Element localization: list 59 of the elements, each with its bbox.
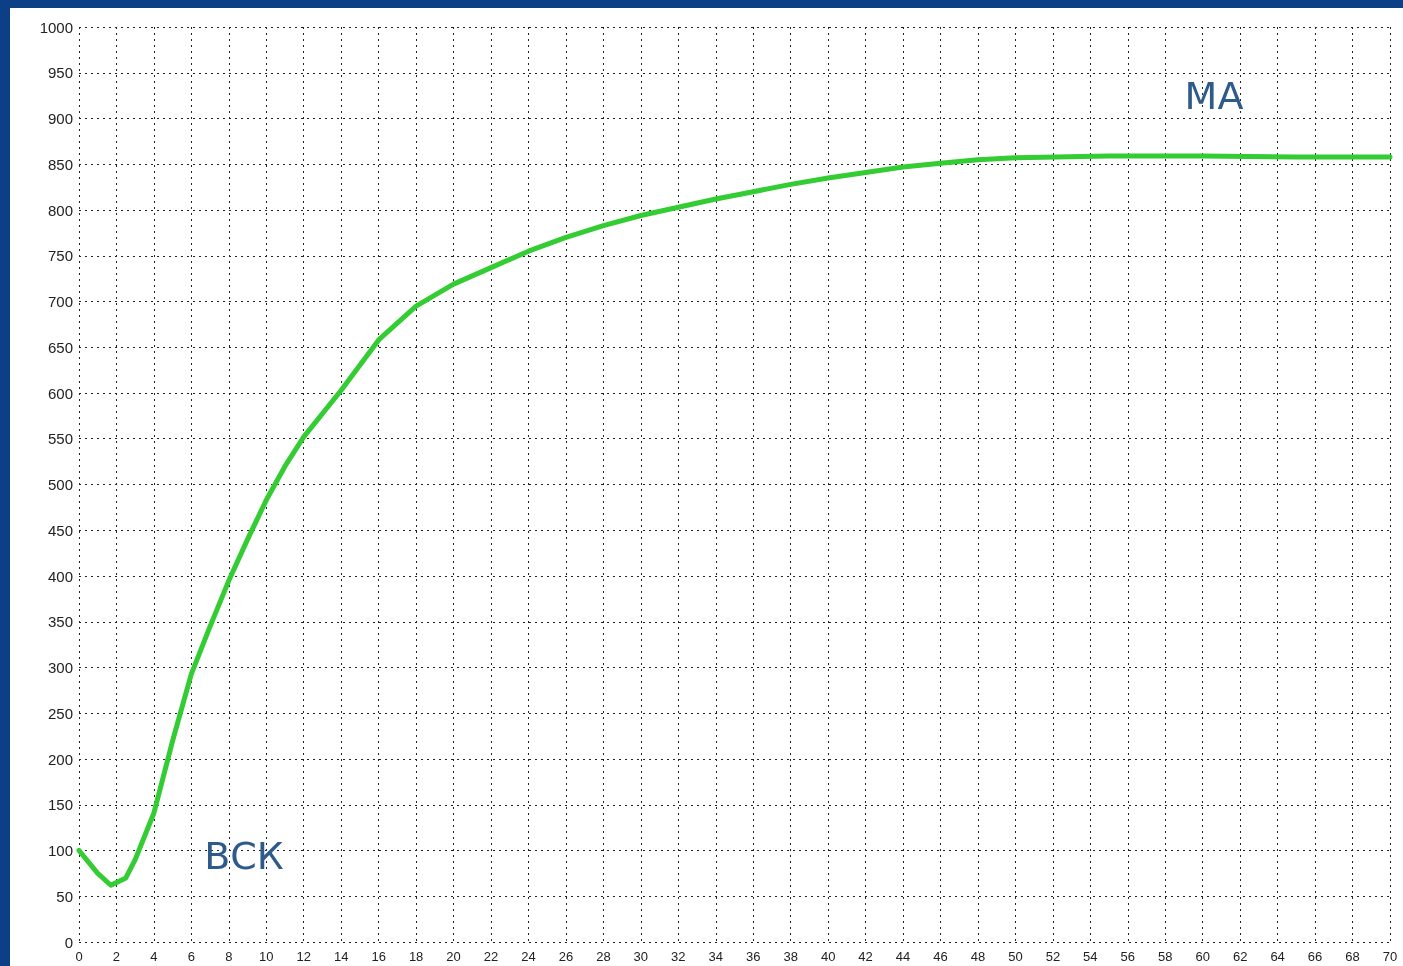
y-tick-label: 1000	[39, 18, 73, 36]
x-tick-label: 50	[1008, 949, 1023, 964]
annotation: МА	[1184, 74, 1244, 118]
x-tick-label: 58	[1158, 949, 1173, 964]
x-tick-label: 26	[558, 949, 574, 964]
x-tick-label: 52	[1045, 949, 1061, 964]
x-tick-label: 34	[708, 949, 724, 964]
x-tick-label: 14	[333, 949, 349, 964]
x-tick-label: 48	[970, 949, 986, 964]
y-tick-label: 300	[47, 659, 73, 676]
x-tick-label: 30	[633, 949, 649, 964]
x-tick-label: 2	[112, 949, 121, 964]
x-tick-label: 32	[671, 949, 686, 964]
x-tick-label: 42	[858, 949, 873, 964]
y-tick-label: 250	[47, 704, 73, 722]
y-tick-label: 150	[47, 796, 73, 814]
x-tick-label: 70	[1382, 949, 1398, 964]
x-tick-label: 24	[521, 949, 536, 964]
x-tick-label: 56	[1120, 949, 1136, 964]
x-tick-label: 64	[1270, 949, 1285, 964]
y-tick-label: 550	[47, 430, 73, 448]
y-tick-label: 700	[47, 293, 73, 310]
y-tick-label: 950	[47, 64, 73, 82]
x-tick-label: 16	[371, 949, 386, 964]
x-tick-label: 36	[745, 949, 761, 964]
x-tick-label: 12	[296, 949, 311, 964]
y-tick-label: 350	[47, 613, 73, 631]
y-tick-label: 600	[47, 384, 73, 402]
x-tick-label: 8	[225, 949, 233, 964]
x-tick-label: 10	[259, 949, 274, 964]
x-tick-label: 66	[1307, 949, 1323, 964]
x-tick-label: 28	[596, 949, 611, 964]
y-tick-label: 0	[64, 933, 73, 951]
y-tick-label: 900	[47, 110, 73, 127]
x-tick-label: 60	[1195, 949, 1210, 964]
x-tick-label: 54	[1083, 949, 1098, 964]
x-tick-label: 6	[187, 949, 195, 964]
x-tick-label: 20	[446, 949, 461, 964]
annotation: ВСК	[204, 834, 284, 878]
y-tick-label: 50	[56, 887, 73, 905]
x-tick-label: 68	[1345, 949, 1360, 964]
y-tick-label: 100	[47, 842, 73, 859]
y-tick-label: 800	[47, 201, 73, 219]
y-tick-label: 850	[47, 155, 73, 173]
y-tick-label: 650	[47, 338, 73, 356]
x-tick-label: 46	[933, 949, 948, 964]
x-tick-label: 38	[783, 949, 798, 964]
y-tick-label: 200	[47, 750, 73, 768]
x-tick-label: 40	[820, 949, 836, 964]
x-tick-label: 4	[150, 949, 158, 964]
x-tick-label: 62	[1232, 949, 1248, 964]
x-tick-label: 22	[483, 949, 499, 964]
y-tick-label: 750	[47, 247, 73, 265]
x-tick-label: 44	[895, 949, 911, 964]
y-tick-label: 400	[47, 567, 73, 585]
x-tick-label: 0	[75, 949, 83, 964]
y-tick-label: 450	[47, 521, 73, 539]
x-tick-label: 18	[408, 949, 424, 964]
y-tick-label: 500	[47, 476, 73, 493]
